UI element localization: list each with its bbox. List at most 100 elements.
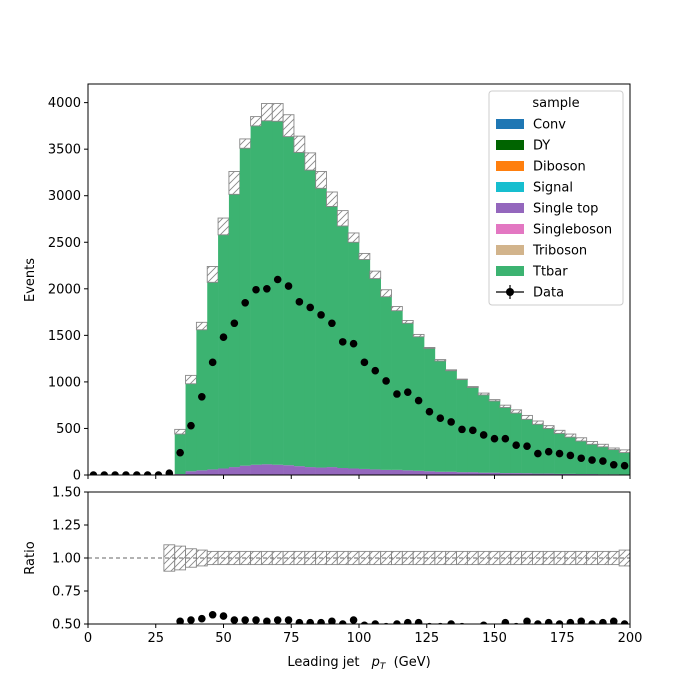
legend-label-diboson: Diboson (533, 160, 586, 175)
ratio-point (620, 620, 629, 624)
ratio-point (273, 616, 282, 624)
y-tick-label: 2500 (48, 236, 81, 251)
legend: sample Conv DY Diboson Signal Single top Sing… (488, 90, 624, 306)
legend-swatch-signal (496, 182, 524, 192)
ratio-point (403, 618, 412, 624)
ratio-point (284, 616, 293, 624)
data-point (577, 454, 586, 463)
data-point (512, 441, 520, 450)
ratio-point (360, 621, 368, 624)
ratio-point (599, 618, 607, 624)
ratio-point (176, 617, 184, 624)
y-tick-label: 1.00 (52, 552, 81, 567)
x-axis-label: Leading jet pT (GeV) (287, 655, 430, 673)
bar-ttbar (402, 323, 414, 471)
legend-label-signal: Signal (533, 181, 573, 196)
data-point (219, 333, 228, 342)
x-tick-label: 100 (347, 631, 372, 646)
data-point (414, 396, 423, 405)
bar-single-top (489, 472, 501, 475)
bar-single-top (239, 465, 251, 475)
data-point (208, 358, 217, 367)
legend-swatch-conv (496, 119, 524, 129)
main-y-axis: 0 500 1000 1500 2000 2500 3000 3500 4000 (48, 96, 88, 484)
legend-swatch-diboson (496, 161, 524, 171)
mc-uncertainty-band (597, 443, 609, 448)
data-point (447, 418, 455, 426)
mc-uncertainty-band (315, 171, 327, 189)
bar-single-top (499, 473, 512, 475)
bar-single-top (456, 472, 468, 475)
bar-ttbar (315, 188, 327, 468)
mc-uncertainty-band (618, 449, 630, 454)
mc-uncertainty-band (521, 414, 533, 420)
ratio-point (523, 617, 531, 624)
data-point (154, 471, 163, 475)
bar-single-top (445, 471, 457, 475)
mc-uncertainty-band (499, 404, 512, 408)
ratio-y-axis-label: Ratio (23, 541, 38, 574)
bar-single-top (402, 470, 414, 475)
data-point (620, 461, 629, 470)
bar-single-top (424, 471, 436, 475)
mc-uncertainty-band (531, 420, 544, 425)
data-point (306, 303, 315, 312)
legend-swatch-dy (496, 140, 524, 150)
x-axis: 0 25 50 75 100 125 150 175 200 (84, 624, 642, 646)
bar-ttbar (228, 194, 241, 468)
bar-single-top (413, 470, 425, 475)
data-point (132, 471, 141, 475)
data-point (176, 448, 184, 457)
mc-uncertainty-band (380, 289, 392, 298)
bar-single-top (369, 469, 381, 475)
data-point (349, 339, 358, 348)
bar-single-top (304, 467, 316, 475)
bar-ttbar (304, 170, 316, 468)
stacked-histogram (89, 103, 630, 475)
bar-single-top (196, 470, 208, 475)
ratio-point (577, 617, 586, 624)
mc-uncertainty-band (293, 135, 306, 153)
data-point (436, 414, 445, 423)
data-point (544, 447, 553, 456)
bar-single-top (478, 472, 490, 475)
data-point (165, 469, 174, 475)
ratio-point (295, 618, 304, 624)
mc-uncertainty-band (607, 447, 620, 451)
legend-label-triboson: Triboson (532, 244, 587, 259)
y-tick-label: 0 (73, 469, 81, 484)
ratio-point (447, 620, 455, 624)
mc-uncertainty-band (304, 152, 317, 171)
ratio-point (317, 618, 325, 624)
ratio-point (219, 612, 228, 620)
x-axis-label-subscript: T (380, 662, 387, 672)
ratio-point (349, 616, 358, 624)
data-point (317, 311, 325, 319)
data-point (534, 449, 542, 458)
mc-uncertainty-band (347, 232, 360, 243)
bar-single-top (510, 473, 522, 475)
mc-uncertainty-band (369, 270, 382, 280)
mc-uncertainty-band (206, 266, 219, 283)
bar-single-top (293, 466, 306, 475)
ratio-y-axis: 0.50 0.75 1.00 1.25 1.50 (52, 486, 88, 633)
mc-uncertainty-band (510, 409, 523, 414)
mc-uncertainty-band (174, 428, 187, 435)
ratio-point (328, 617, 336, 624)
legend-swatch-ttbar (496, 266, 524, 276)
mc-uncertainty-band (271, 103, 284, 122)
bar-single-top (554, 473, 566, 475)
data-point (371, 366, 380, 375)
y-tick-label: 3000 (48, 189, 81, 204)
ratio-plot (88, 544, 630, 624)
mc-uncertainty-band (412, 333, 425, 338)
bar-single-top (283, 465, 295, 475)
y-tick-label: 3500 (48, 143, 81, 158)
main-y-axis-label: Events (23, 258, 38, 302)
mc-uncertainty-band (185, 374, 197, 385)
mc-uncertainty-band (260, 103, 273, 122)
bar-single-top (380, 469, 392, 475)
mc-uncertainty-band (282, 114, 295, 138)
bar-single-top (359, 468, 371, 475)
